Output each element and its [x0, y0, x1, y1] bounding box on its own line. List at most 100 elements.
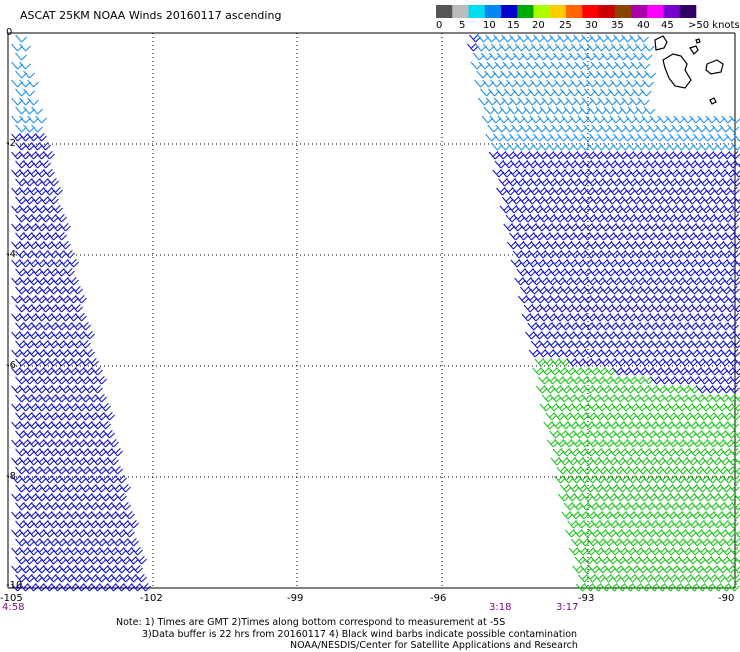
wind-barb	[544, 421, 555, 429]
wind-barb	[524, 304, 535, 312]
wind-barb	[12, 151, 23, 159]
wind-barb	[16, 286, 27, 294]
wind-barb	[496, 187, 507, 195]
legend-swatch	[517, 5, 534, 18]
wind-barb	[504, 223, 515, 231]
legend-label: 15	[507, 20, 520, 31]
wind-barb	[546, 412, 557, 420]
wind-barb	[551, 457, 562, 465]
wind-barb	[735, 259, 740, 267]
wind-barb	[16, 268, 27, 276]
wind-barb	[529, 349, 540, 357]
wind-barb	[16, 160, 27, 168]
wind-barb	[16, 304, 27, 312]
wind-barb	[542, 394, 553, 402]
legend-swatch	[501, 5, 518, 18]
wind-barb	[517, 268, 528, 276]
wind-barb	[16, 232, 27, 240]
legend-label: >50 knots	[688, 20, 740, 31]
wind-barb	[12, 421, 23, 429]
wind-barb	[12, 565, 23, 573]
wind-barb	[562, 511, 573, 519]
wind-barb	[16, 53, 27, 60]
wind-barb	[16, 358, 27, 366]
legend-swatch	[485, 5, 502, 18]
wind-barb	[12, 385, 23, 393]
lon-label: -102	[140, 593, 163, 604]
wind-barb	[16, 466, 27, 474]
lon-label: -96	[430, 593, 446, 604]
wind-barb	[573, 565, 584, 573]
wind-barb	[16, 502, 27, 510]
wind-barb	[506, 214, 517, 222]
legend-swatch	[647, 5, 664, 18]
legend-label: 0	[436, 20, 442, 31]
wind-barb	[733, 367, 740, 375]
wind-barb	[511, 259, 522, 267]
wind-barb	[733, 268, 740, 276]
wind-barb	[531, 340, 542, 348]
legend-swatch	[550, 5, 567, 18]
island-outline	[710, 98, 716, 104]
wind-barb	[16, 178, 27, 186]
legend-swatch	[452, 5, 469, 18]
wind-barb	[510, 232, 521, 240]
lon-label: -90	[718, 593, 734, 604]
legend-label: 25	[559, 20, 572, 31]
wind-barb	[12, 259, 23, 267]
lat-label: -2	[6, 138, 16, 149]
wind-barb	[12, 403, 23, 411]
pass-time-label: 3:17	[556, 602, 578, 613]
legend-swatch	[664, 5, 681, 18]
pass-time-label: 4:58	[2, 602, 24, 613]
legend-swatch	[534, 5, 551, 18]
wind-barb	[579, 574, 590, 582]
wind-barb	[520, 286, 531, 294]
legend-label: 5	[459, 20, 465, 31]
legend-swatch	[599, 5, 616, 18]
wind-barb	[733, 331, 740, 339]
wind-barb	[495, 160, 506, 168]
wind-barb	[513, 250, 524, 258]
island-outline	[663, 54, 691, 88]
wind-barb	[12, 547, 23, 555]
wind-barb	[569, 547, 580, 555]
lat-label: -10	[6, 580, 22, 591]
wind-barb	[568, 520, 579, 528]
wind-barb	[470, 34, 481, 42]
wind-barb	[16, 35, 27, 42]
wind-barb	[12, 493, 23, 501]
wind-barb	[547, 439, 558, 447]
wind-barb	[12, 313, 23, 321]
wind-barb	[12, 205, 23, 213]
island-outline	[690, 46, 698, 54]
wind-barb	[12, 295, 23, 303]
wind-barb	[734, 232, 740, 240]
island-outline	[706, 60, 723, 74]
pass-time-label: 3:18	[489, 602, 511, 613]
legend-swatch	[615, 5, 632, 18]
map-title: ASCAT 25KM NOAA Winds 20160117 ascending	[20, 10, 281, 21]
legend-swatch	[680, 5, 697, 18]
wind-barb	[549, 430, 560, 438]
wind-barb	[500, 205, 511, 213]
wind-barb	[16, 214, 27, 222]
wind-barb	[16, 484, 27, 492]
wind-barb	[16, 196, 27, 204]
island-outline	[655, 36, 667, 50]
wind-barb	[499, 178, 510, 186]
wind-barb	[536, 385, 547, 393]
wind-barb	[16, 520, 27, 528]
wind-barb	[467, 43, 478, 51]
wind-barb	[735, 160, 740, 168]
wind-barb	[16, 448, 27, 456]
lat-label: -4	[6, 249, 16, 260]
wind-barb	[16, 394, 27, 402]
note-line-3: NOAA/NESDIS/Center for Satellite Applica…	[290, 640, 578, 652]
legend-label: 40	[637, 20, 650, 31]
wind-barb	[515, 277, 526, 285]
wind-barb	[733, 466, 740, 474]
wind-barb	[489, 151, 500, 159]
lat-label: 0	[6, 27, 12, 38]
